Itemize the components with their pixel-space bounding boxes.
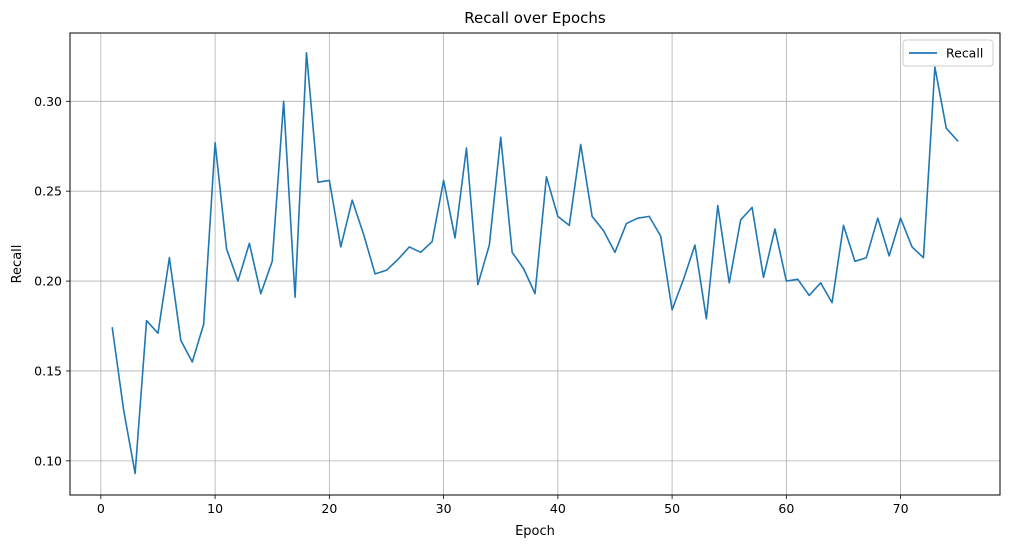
grid-lines xyxy=(70,33,1000,495)
x-tick-label: 50 xyxy=(664,501,680,516)
x-tick-label: 60 xyxy=(778,501,794,516)
y-tick-label: 0.15 xyxy=(34,363,62,378)
y-axis-label: Recall xyxy=(10,245,25,284)
x-axis-label: Epoch xyxy=(515,524,555,539)
series-line-recall xyxy=(111,51,959,475)
y-tick-label: 0.25 xyxy=(34,184,62,199)
y-tick-label: 0.20 xyxy=(34,274,62,289)
y-axis-ticks: 0.10 0.15 0.20 0.25 0.30 xyxy=(34,94,70,468)
x-tick-label: 0 xyxy=(97,501,105,516)
legend-label-recall: Recall xyxy=(946,46,983,61)
x-axis-ticks: 0 10 20 30 40 50 60 70 xyxy=(97,495,909,516)
legend-box xyxy=(902,39,994,67)
y-tick-label: 0.30 xyxy=(34,94,62,109)
series-layer xyxy=(111,51,959,475)
x-tick-label: 70 xyxy=(893,501,909,516)
x-tick-label: 40 xyxy=(550,501,566,516)
chart-title: Recall over Epochs xyxy=(464,9,606,27)
x-tick-label: 10 xyxy=(207,501,223,516)
plot-frame xyxy=(69,32,1001,496)
legend: Recall xyxy=(902,39,994,67)
x-tick-label: 20 xyxy=(321,501,337,516)
y-tick-label: 0.10 xyxy=(34,453,62,468)
x-tick-label: 30 xyxy=(436,501,452,516)
